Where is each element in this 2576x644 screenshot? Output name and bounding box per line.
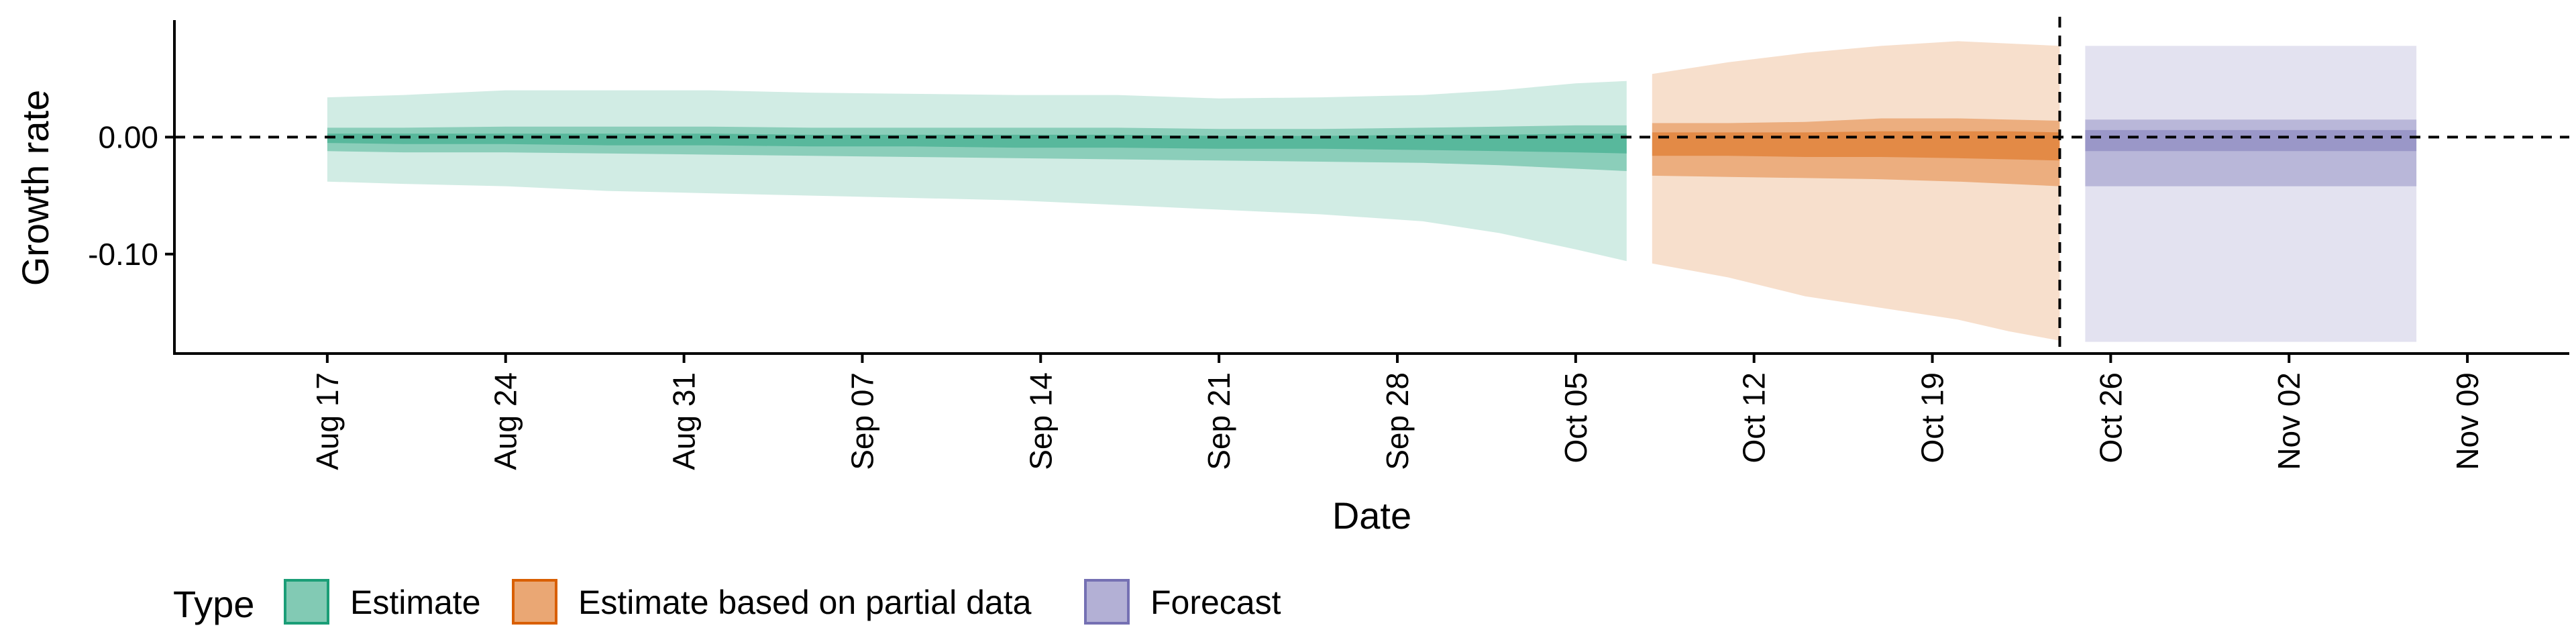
reference-lines <box>174 17 2569 354</box>
ribbon-estimate-based-on-partial-data-50pct <box>1652 118 2060 186</box>
legend-label-forecast: Forecast <box>1150 584 1281 621</box>
legend-label-partial: Estimate based on partial data <box>578 584 1032 621</box>
ribbon-forecast-20pct <box>2085 129 2417 152</box>
ribbon-estimate-90pct <box>327 80 1627 262</box>
ribbon-estimate-based-on-partial-data-90pct <box>1652 41 2060 341</box>
x-tick-label: Sep 28 <box>1380 372 1415 470</box>
x-tick-label: Nov 02 <box>2271 372 2306 470</box>
legend-key-forecast <box>1084 579 1130 625</box>
legend-item-forecast: Forecast <box>1084 579 1281 625</box>
x-tick-label: Oct 12 <box>1737 372 1772 464</box>
x-axis-title: Date <box>1332 494 1411 537</box>
x-tick-label: Sep 14 <box>1023 372 1058 470</box>
x-tick-label: Nov 09 <box>2450 372 2485 470</box>
legend: Type Estimate Estimate based on partial … <box>173 579 1281 625</box>
legend-item-partial: Estimate based on partial data <box>512 579 1032 625</box>
x-tick-label: Aug 31 <box>667 372 702 470</box>
ribbon-estimate-based-on-partial-data-20pct <box>1652 131 2060 161</box>
axes <box>173 20 2569 355</box>
x-tick-label: Oct 26 <box>2093 372 2128 464</box>
legend-label-estimate: Estimate <box>350 584 481 621</box>
ribbon-forecast-90pct <box>2085 46 2417 342</box>
series-forecast <box>2085 46 2417 342</box>
y-tick-label: -0.10 <box>88 237 158 272</box>
x-tick-label: Oct 05 <box>1558 372 1593 464</box>
x-tick-label: Aug 24 <box>488 372 523 470</box>
ribbon-forecast-50pct <box>2085 119 2417 186</box>
legend-key-partial <box>512 579 557 625</box>
ribbon-layer <box>327 41 2417 342</box>
x-tick-label: Oct 19 <box>1915 372 1950 464</box>
x-tick-label: Sep 07 <box>845 372 879 470</box>
y-ticks: 0.00 -0.10 <box>88 119 174 272</box>
series-estimate-based-on-partial-data <box>1652 41 2060 341</box>
legend-key-estimate <box>284 579 329 625</box>
x-tick-label: Aug 17 <box>310 372 345 470</box>
y-axis-title: Growth rate <box>14 90 56 286</box>
legend-title: Type <box>173 583 254 625</box>
legend-item-estimate: Estimate <box>284 579 481 625</box>
x-ticks: Aug 17 Aug 24 Aug 31 Sep 07 Sep 14 Sep 21 Sep … <box>310 354 2485 470</box>
ribbon-estimate-20pct <box>327 133 1627 154</box>
x-tick-label: Sep 21 <box>1201 372 1236 470</box>
y-tick-label: 0.00 <box>98 119 158 154</box>
series-estimate <box>327 80 1627 262</box>
